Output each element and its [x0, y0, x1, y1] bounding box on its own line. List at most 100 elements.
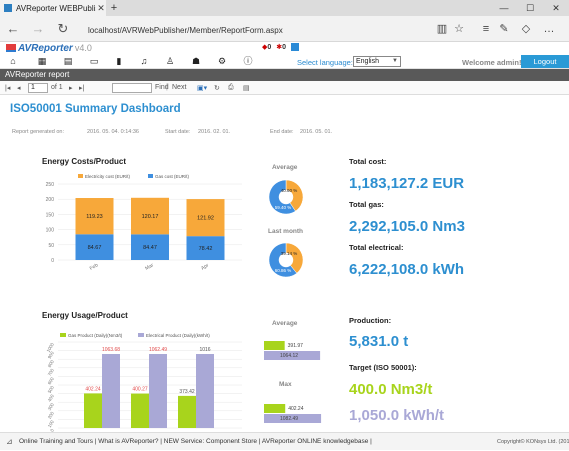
logout-button[interactable]: Logout: [521, 55, 569, 68]
chart-icon[interactable]: ▮: [116, 56, 122, 66]
settings-icon[interactable]: ⚙: [217, 56, 227, 66]
generated-value: 2016. 05. 04. 0:14:36: [87, 129, 139, 135]
data-label: 400.27: [132, 387, 148, 393]
speaker-icon[interactable]: [291, 43, 300, 51]
back-icon[interactable]: ←: [6, 21, 20, 36]
prev-page-icon[interactable]: ◂: [17, 85, 21, 92]
address-bar[interactable]: localhost/AVRWebPublisher/Member/ReportF…: [88, 26, 283, 35]
alert-count-2[interactable]: ✱0: [276, 44, 287, 51]
production-label: Production:: [349, 316, 392, 325]
production-value: 5,831.0 t: [349, 333, 409, 350]
export-icon[interactable]: ▣▾: [197, 85, 208, 92]
data-label: 121.92: [197, 216, 214, 222]
print-icon[interactable]: ⎙: [228, 84, 234, 91]
bar-electrical-summary: [264, 351, 321, 360]
total-gas-value: 2,292,105.0 Nm3: [349, 218, 465, 235]
logo-name: AVReporter: [18, 42, 73, 54]
close-tab-icon[interactable]: ✕: [97, 2, 105, 13]
browser-actions: ▥ ☆ ≡ ✎ ◇ …: [0, 16, 569, 42]
legend-swatch: [148, 174, 153, 178]
y-tick-label: 800: [47, 359, 55, 368]
y-tick-label: 100: [46, 228, 55, 234]
y-tick-label: 200: [47, 410, 55, 419]
window-controls: — ☐ ✕: [491, 0, 569, 16]
alert-count-1[interactable]: ◆0: [262, 44, 272, 51]
data-label: 1082.49: [280, 416, 298, 422]
y-tick-label: 900: [47, 350, 55, 359]
y-tick-label: 100: [47, 419, 55, 428]
browser-tab[interactable]: AVReporter WEBPublish ✕: [0, 0, 106, 16]
drive-icon[interactable]: ▭: [89, 56, 99, 66]
note-icon[interactable]: ✎: [499, 23, 509, 35]
favorite-star-icon[interactable]: ☆: [454, 23, 464, 35]
data-label: 1016: [199, 347, 210, 353]
x-tick-label: Mar: [144, 262, 155, 272]
user-icon[interactable]: ♙: [165, 56, 175, 66]
ring-slice: [268, 179, 296, 215]
x-tick-label: Apr: [200, 262, 210, 271]
data-label: 1064.12: [280, 353, 298, 359]
first-page-icon[interactable]: |◂: [5, 85, 11, 92]
share-icon[interactable]: ◇: [521, 23, 531, 35]
bell-icon[interactable]: ♫: [140, 56, 148, 66]
end-date-value: 2016. 05. 01.: [300, 129, 333, 135]
y-tick-label: 200: [46, 197, 55, 203]
total-gas-label: Total gas:: [349, 200, 384, 209]
bar-electricity-cost: [131, 197, 169, 235]
bar-electricity-cost: [186, 199, 225, 237]
hub-icon[interactable]: ≡: [482, 23, 490, 35]
refresh-icon[interactable]: ↻: [57, 21, 69, 36]
list-icon[interactable]: ▤: [63, 56, 73, 66]
forward-icon[interactable]: →: [31, 21, 45, 36]
language-label: Select language:: [297, 58, 353, 67]
users-icon[interactable]: ☗: [191, 56, 201, 66]
refresh-report-icon[interactable]: ↻: [214, 85, 220, 92]
copyright: Copyright© KONsys Ltd. (2016): [497, 439, 569, 445]
legend-swatch: [78, 174, 83, 178]
minimize-icon[interactable]: —: [499, 3, 509, 13]
data-label: 78.42: [199, 246, 213, 252]
find-next-link[interactable]: Next: [172, 84, 187, 91]
bar-gas-cost: [75, 234, 114, 260]
footer-links[interactable]: Online Training and Tours | What is AVRe…: [19, 438, 372, 445]
atom-feed-icon[interactable]: ▤: [243, 85, 250, 92]
close-window-icon[interactable]: ✕: [552, 2, 560, 13]
find-link[interactable]: Find: [155, 84, 169, 91]
bar-gas-usage: [178, 395, 196, 428]
bar-electrical-usage: [149, 354, 167, 428]
info-icon[interactable]: ⓘ: [243, 56, 253, 66]
language-value: English: [356, 58, 379, 65]
total-cost-label: Total cost:: [349, 157, 387, 166]
ring-slice: [285, 242, 304, 274]
next-page-icon[interactable]: ▸: [69, 85, 73, 92]
home-icon[interactable]: ⌂: [10, 56, 16, 66]
bar-gas-usage: [131, 393, 149, 428]
data-label: 402.24: [288, 406, 304, 412]
more-icon[interactable]: …: [543, 23, 555, 35]
report-title: ISO50001 Summary Dashboard: [10, 103, 181, 115]
bar-electrical-summary: [264, 414, 322, 423]
rss-icon[interactable]: ⊿: [6, 437, 13, 446]
total-electrical-label: Total electrical:: [349, 243, 404, 252]
bar-electrical-usage: [196, 354, 214, 428]
data-label: 402.24: [85, 386, 101, 392]
ring-slice: [268, 242, 298, 278]
devices-icon[interactable]: ▦: [37, 56, 47, 66]
browser-tab-bar: [0, 0, 569, 16]
y-tick-label: 0: [51, 258, 54, 264]
browser-nav-bar: [0, 16, 569, 42]
new-tab-button[interactable]: +: [110, 2, 118, 14]
language-select[interactable]: English ▼: [353, 56, 401, 67]
report-title-bar: AVReporter report: [0, 69, 569, 81]
reading-view-icon[interactable]: ▥: [436, 23, 448, 35]
data-label: 391.97: [288, 343, 304, 349]
alert-indicators: ◆0 ✱0: [262, 43, 300, 51]
bar-gas-cost: [131, 234, 169, 260]
last-page-icon[interactable]: ▸|: [79, 85, 85, 92]
maximize-icon[interactable]: ☐: [525, 2, 535, 13]
page-number-input[interactable]: 1: [28, 83, 48, 93]
bar-electricity-cost: [75, 198, 114, 235]
report-content: [0, 95, 569, 432]
find-input[interactable]: [112, 83, 152, 93]
